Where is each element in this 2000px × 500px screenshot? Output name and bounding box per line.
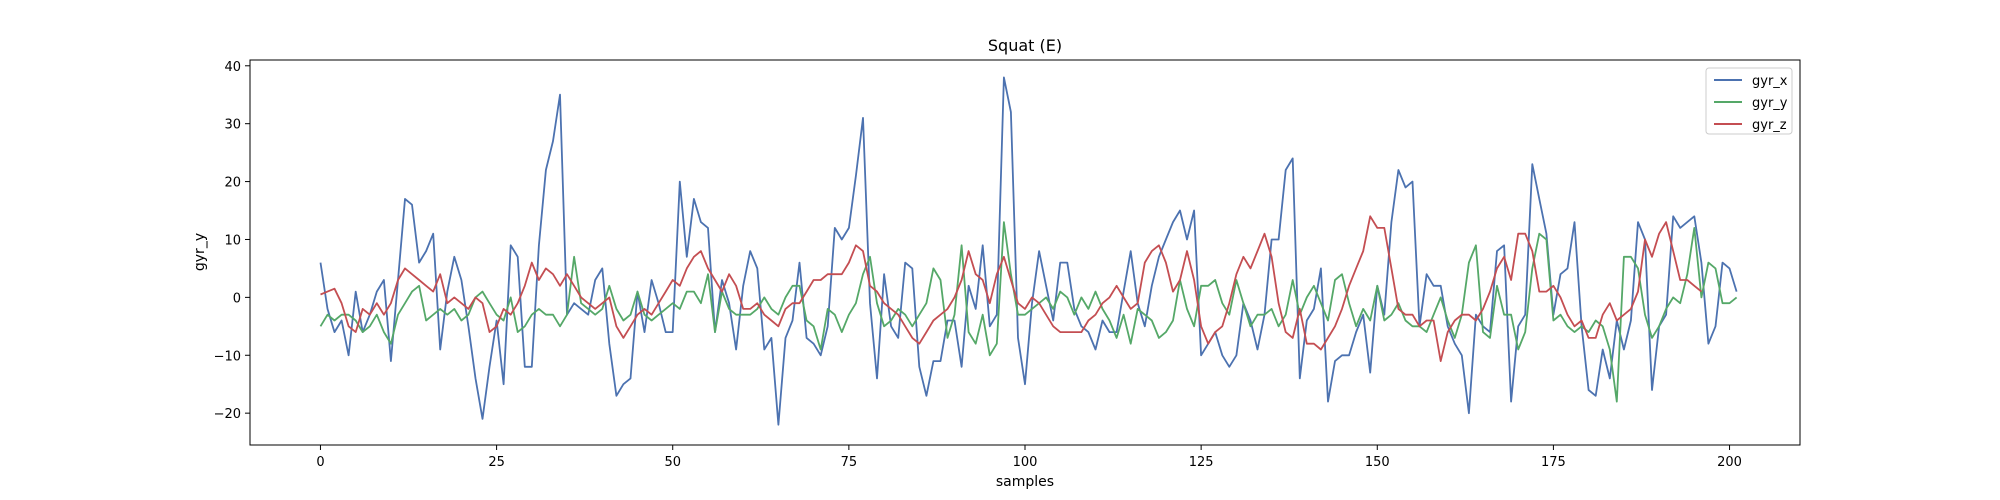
y-tick-label: −20	[214, 407, 241, 422]
x-tick-label: 200	[1717, 455, 1742, 470]
chart-title: Squat (E)	[988, 36, 1062, 55]
legend: gyr_x gyr_y gyr_z	[1705, 67, 1793, 135]
y-tick-label: 40	[224, 60, 241, 75]
series-line-gyr_x	[319, 76, 1738, 426]
x-tick-label: 100	[1013, 455, 1038, 470]
legend-label-gyr_z: gyr_z	[1752, 118, 1787, 133]
x-axis-label: samples	[996, 474, 1054, 490]
y-tick-label: 30	[224, 118, 241, 133]
x-tick-label: 50	[664, 455, 681, 470]
x-tick-label: 75	[841, 455, 858, 470]
series-line-gyr_z	[320, 215, 1702, 363]
y-tick-label: 10	[224, 233, 241, 248]
x-axis-ticks: 0 25 50 75 100 125 150 175 200	[316, 445, 1742, 470]
y-tick-label: 0	[233, 291, 241, 306]
x-tick-label: 150	[1365, 455, 1390, 470]
y-tick-label: −10	[214, 349, 241, 364]
y-axis-ticks: −20 −10 0 10 20 30 40	[214, 60, 250, 422]
series-line-gyr_y	[319, 221, 1738, 403]
x-tick-label: 25	[488, 455, 505, 470]
legend-box	[1705, 67, 1793, 135]
y-axis-label: gyr_y	[192, 233, 208, 271]
legend-label-gyr_y: gyr_y	[1752, 96, 1788, 111]
plot-lines	[319, 76, 1738, 426]
legend-label-gyr_x: gyr_x	[1752, 74, 1788, 89]
x-tick-label: 0	[316, 455, 324, 470]
x-tick-label: 175	[1541, 455, 1566, 470]
x-tick-label: 125	[1189, 455, 1214, 470]
y-tick-label: 20	[224, 176, 241, 191]
